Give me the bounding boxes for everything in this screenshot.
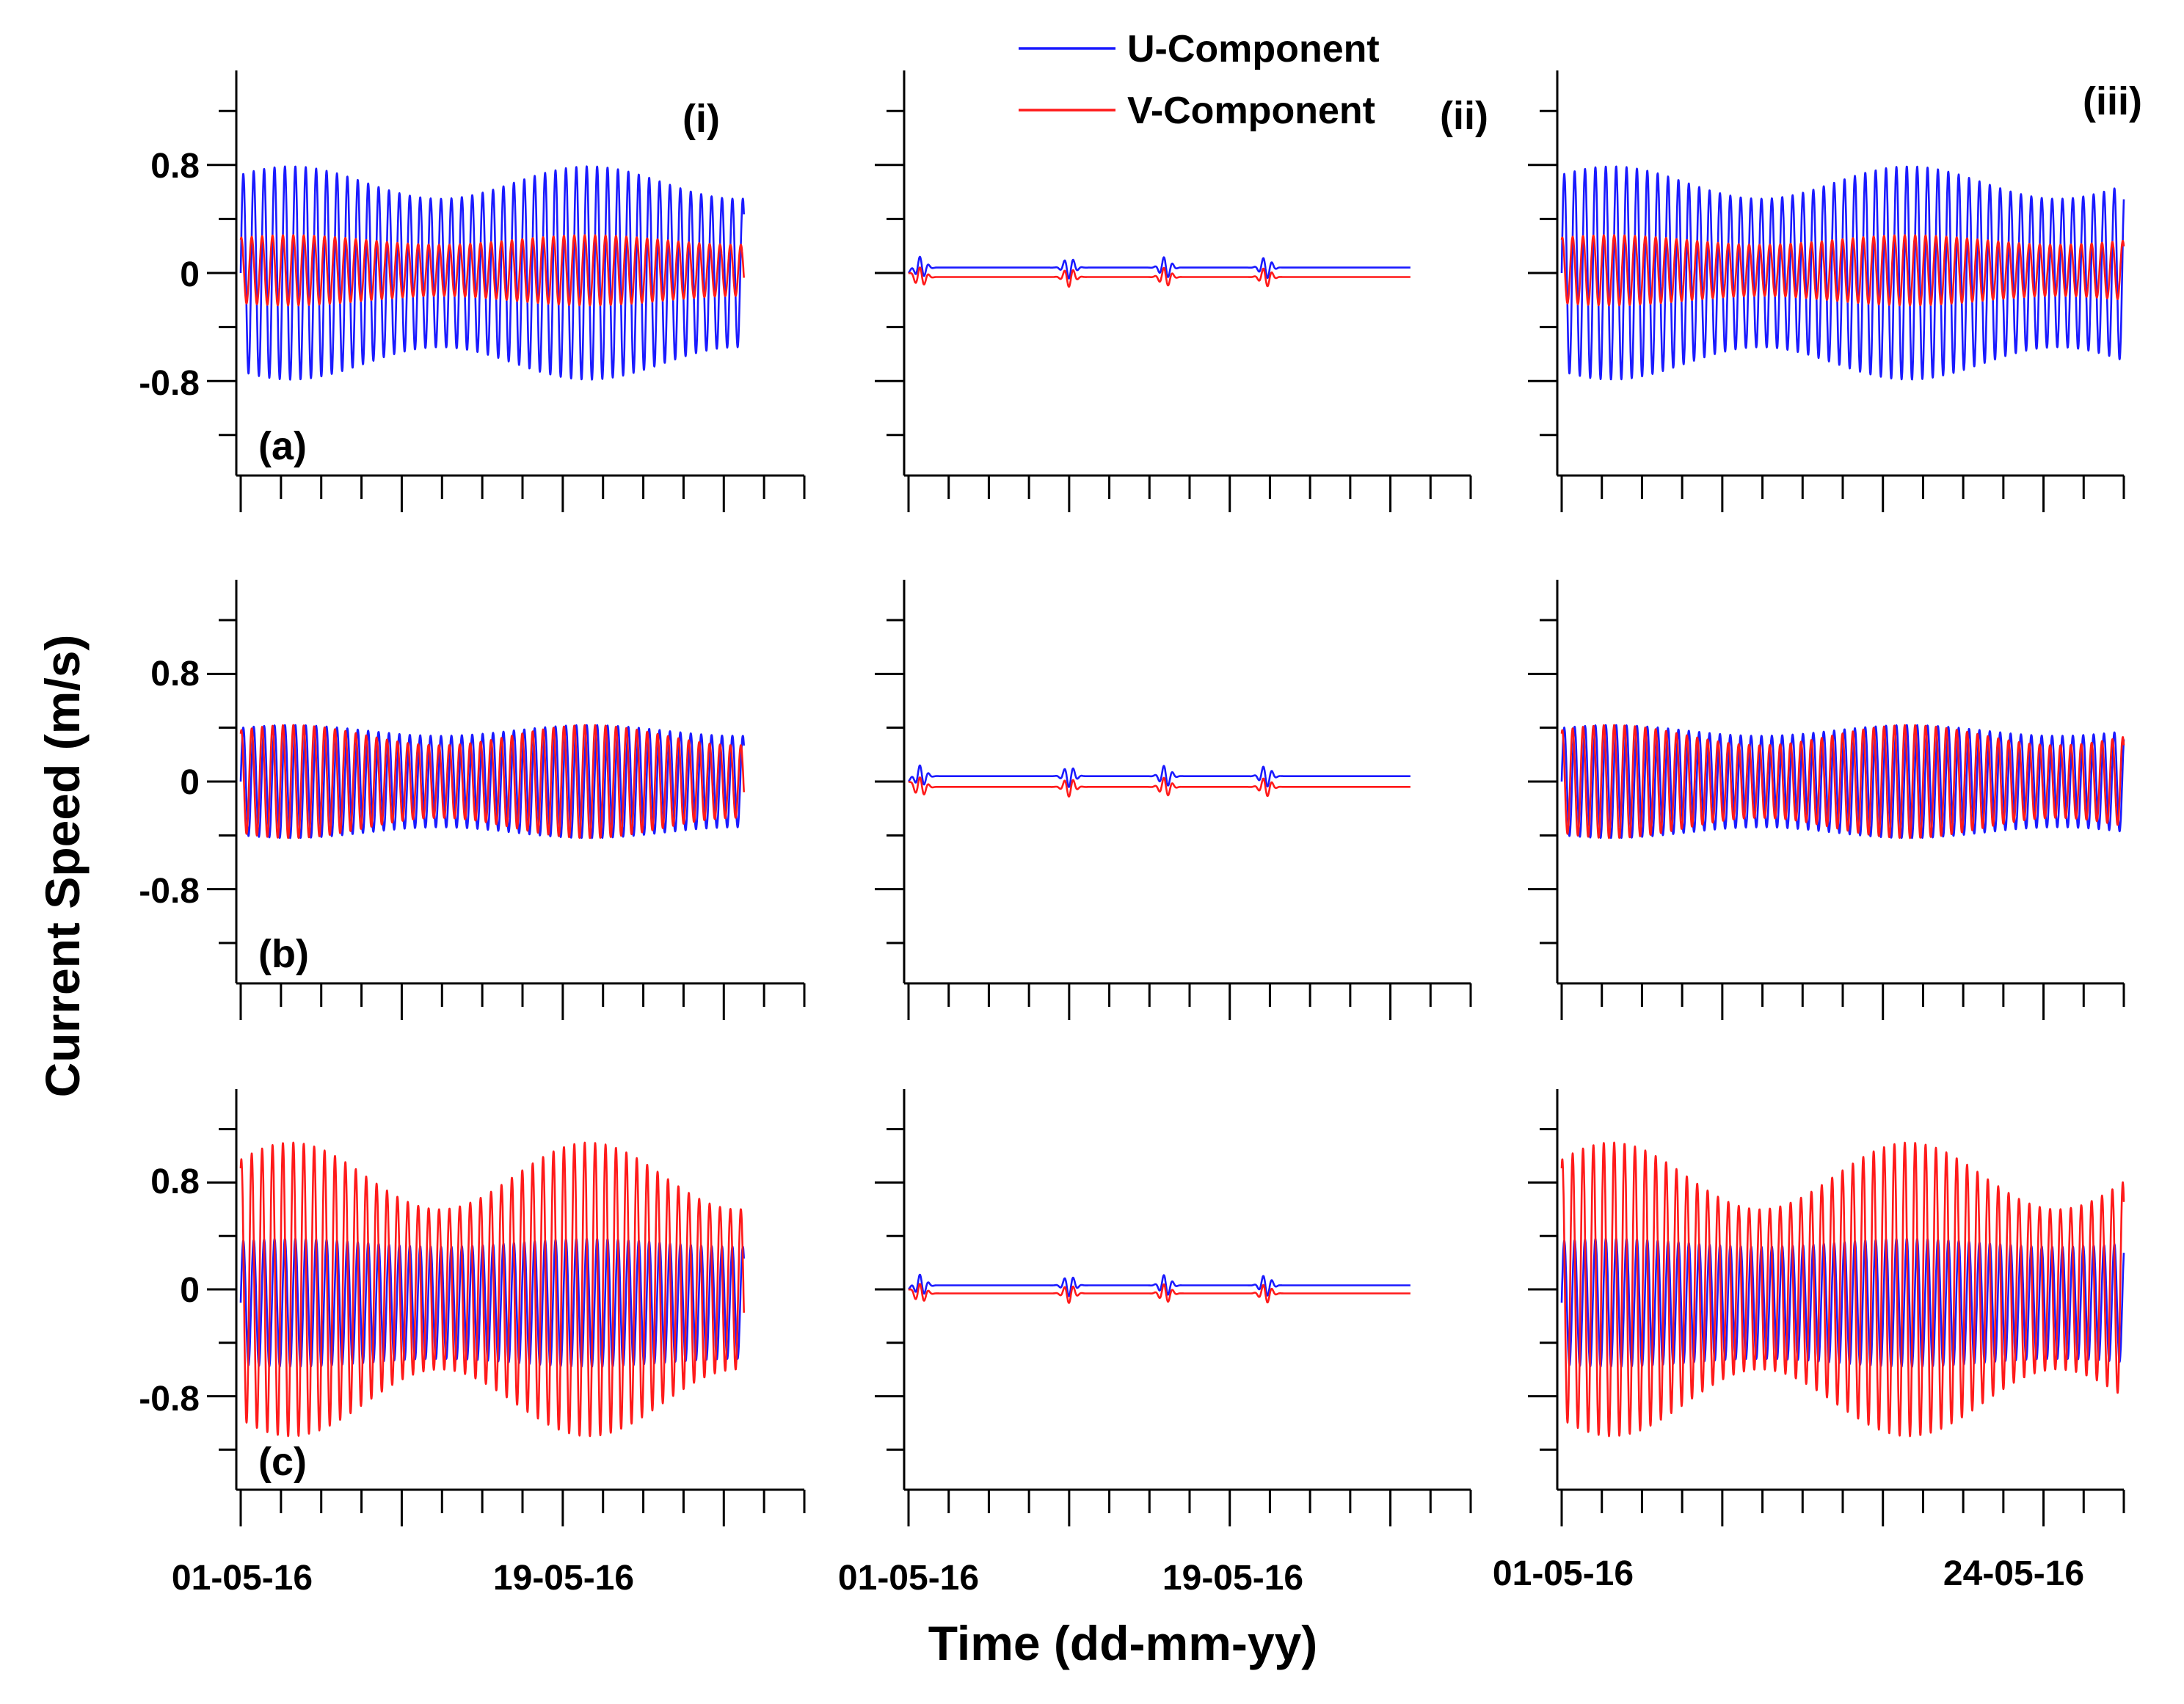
series-line-v xyxy=(239,1141,745,1438)
series-line-v xyxy=(1560,234,2125,307)
row-label-c: (c) xyxy=(258,1440,307,1484)
legend: U-Component V-Component xyxy=(1019,28,1380,132)
x-tick-label: 01-05-16 xyxy=(1493,1554,1634,1593)
series-line-v xyxy=(1560,1141,2125,1438)
x-axis-title: Time (dd-mm-yy) xyxy=(928,1616,1318,1670)
series-line-v xyxy=(239,234,745,307)
legend-label-u: U-Component xyxy=(1127,28,1380,70)
series-line-v xyxy=(239,724,745,840)
y-tick-labels: 0.8 0 -0.8 0.8 0 -0.8 0.8 0 -0.8 xyxy=(139,147,200,1419)
x-tick-label: 19-05-16 xyxy=(493,1559,634,1598)
y-tick-label: 0 xyxy=(180,1271,200,1310)
x-tick-label: 01-05-16 xyxy=(172,1559,313,1598)
y-tick-label: -0.8 xyxy=(139,364,200,403)
x-tick-label: 19-05-16 xyxy=(1162,1559,1303,1598)
x-tick-label: 24-05-16 xyxy=(1943,1554,2084,1593)
y-tick-label: 0.8 xyxy=(150,655,200,693)
series-line-v xyxy=(908,776,1411,798)
row-label-b: (b) xyxy=(258,932,309,976)
y-tick-label: 0 xyxy=(180,763,200,802)
x-tick-label: 01-05-16 xyxy=(838,1559,979,1598)
legend-label-v: V-Component xyxy=(1127,90,1375,132)
series-line-u xyxy=(907,255,1411,280)
series-line-v xyxy=(1560,724,2125,840)
column-label-ii: (ii) xyxy=(1440,94,1488,138)
column-label-iii: (iii) xyxy=(2083,79,2142,123)
series-line-u xyxy=(239,724,745,840)
row-label-a: (a) xyxy=(258,424,307,468)
y-tick-label: 0.8 xyxy=(150,1162,200,1201)
series-line-u xyxy=(1560,1237,2125,1368)
panels-group xyxy=(207,70,2125,1526)
series-line-v xyxy=(908,266,1411,288)
y-tick-label: 0.8 xyxy=(150,147,200,186)
series-line-v xyxy=(908,1283,1411,1304)
series-line-u xyxy=(908,1273,1411,1297)
y-axis-title: Current Speed (m/s) xyxy=(35,635,90,1098)
y-tick-label: -0.8 xyxy=(139,1380,200,1419)
x-tick-labels: 01-05-16 19-05-16 01-05-16 19-05-16 01-0… xyxy=(172,1554,2084,1598)
series-line-u xyxy=(907,764,1411,788)
column-label-i: (i) xyxy=(682,97,720,141)
y-tick-label: -0.8 xyxy=(139,872,200,911)
y-tick-label: 0 xyxy=(180,255,200,294)
series-line-u xyxy=(1560,165,2125,381)
